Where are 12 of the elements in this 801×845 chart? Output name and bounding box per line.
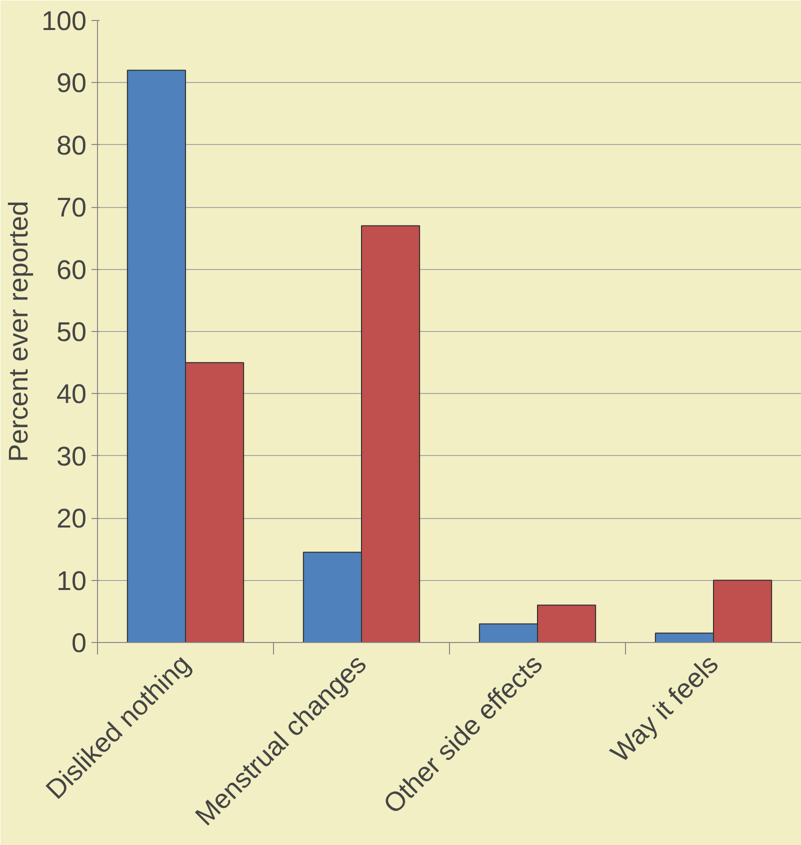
y-tick-label: 50 — [56, 317, 87, 347]
y-tick-label: 70 — [56, 192, 87, 223]
y-tick-label: 100 — [41, 6, 87, 36]
y-tick-label: 60 — [56, 254, 87, 285]
y-tick-label: 90 — [56, 68, 87, 98]
y-tick-label: 20 — [56, 504, 87, 534]
y-tick-label: 80 — [56, 130, 87, 160]
y-tick-label: 40 — [56, 379, 87, 410]
y-tick-label: 10 — [56, 566, 87, 596]
y-tick-label: 30 — [56, 441, 87, 472]
y-axis-title: Percent ever reported — [3, 200, 34, 462]
y-tick-label: 0 — [71, 628, 87, 658]
